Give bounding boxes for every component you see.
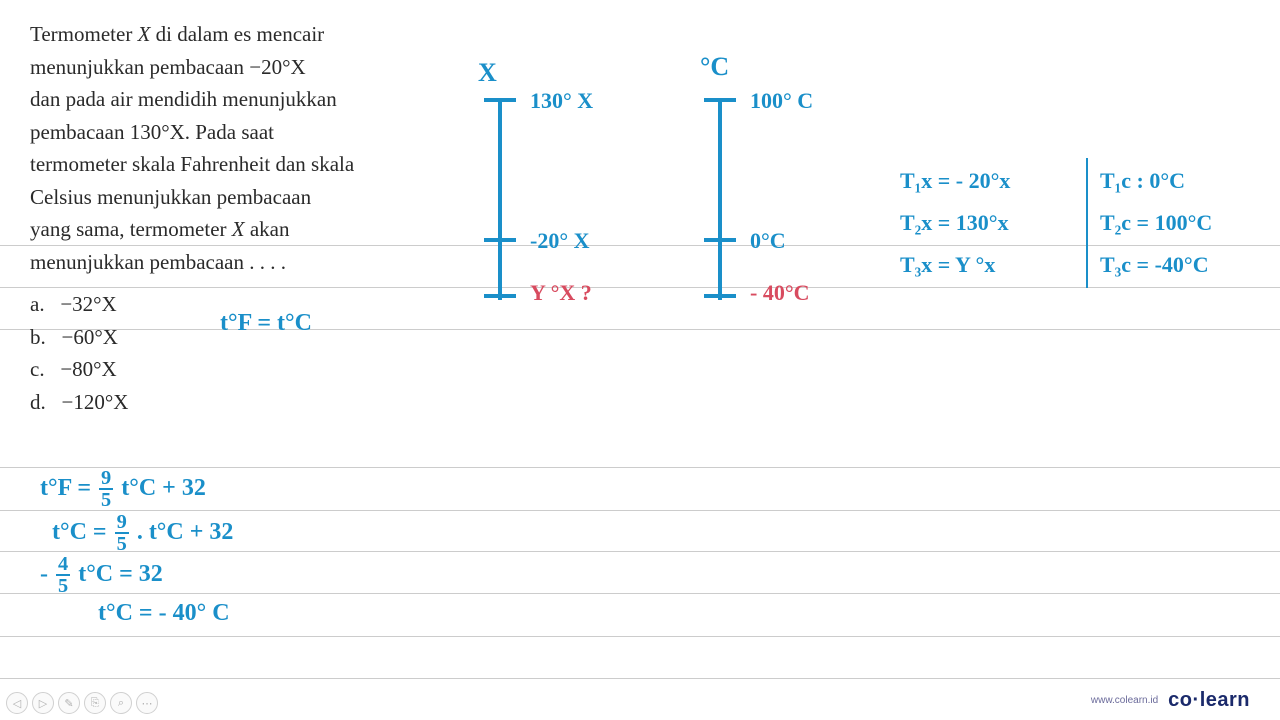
ruled-line [0,593,1280,594]
work-line-2: t°C = 95 . t°C + 32 [52,512,233,555]
given-c-column: T₁c : 0°C T₂c = 100°C T₃c = -40°C [1100,160,1212,286]
q-line1-it: X [138,22,151,46]
w1-pre: t°F = [40,475,97,501]
scale-c-header: °C [700,52,729,82]
w3-post: t°C = 32 [72,561,163,587]
q-line7-pre: yang sama, termometer [30,217,232,241]
scale-c-mid: 0°C [750,228,786,254]
toolbar-more-button[interactable]: ⋯ [136,692,158,714]
given-divider [1086,158,1088,288]
option-a: a. −32°X [30,288,128,321]
given-t3c: T₃c = -40°C [1100,244,1212,286]
scale-c-bar [696,90,744,310]
q-line7-it: X [232,217,245,241]
q-line8: menunjukkan pembacaan . . . . [30,250,286,274]
scale-x-header: X [478,58,497,88]
w2-post: . t°C + 32 [131,519,234,545]
search-icon: ⌕ [118,697,124,710]
q-line3: dan pada air mendidih menunjukkan [30,87,337,111]
ruled-line [0,636,1280,637]
option-d: d. −120°X [30,386,128,419]
pencil-icon: ✎ [64,697,73,710]
w1-frac: 95 [99,468,113,511]
q-line2: menunjukkan pembacaan −20°X [30,55,306,79]
chevron-right-icon: ▷ [39,697,47,710]
given-x-column: T₁x = - 20°x T₂x = 130°x T₃x = Y °x [900,160,1010,286]
option-c: c. −80°X [30,353,128,386]
w2-frac: 95 [115,512,129,555]
copy-icon: ⎘ [91,697,100,710]
footer-logo: co·learn [1168,689,1250,712]
work-line-4: t°C = - 40° C [98,600,230,627]
given-t1x: T₁x = - 20°x [900,160,1010,202]
q-line7-post: akan [245,217,290,241]
toolbar-zoom-button[interactable]: ⌕ [110,692,132,714]
q-line1-post: di dalam es mencair [150,22,324,46]
toolbar-copy-button[interactable]: ⎘ [84,692,106,714]
given-t2x: T₂x = 130°x [900,202,1010,244]
w3-pre: - [40,561,54,587]
scale-x-bar [476,90,524,310]
q-line5: termometer skala Fahrenheit dan skala [30,152,354,176]
work-line-1: t°F = 95 t°C + 32 [40,468,206,511]
footer: www.colearn.id co·learn [1091,689,1250,712]
given-t1c: T₁c : 0°C [1100,160,1212,202]
scale-x-bottom: Y °X ? [530,280,592,306]
logo-dot: · [1193,689,1200,711]
given-t2c: T₂c = 100°C [1100,202,1212,244]
q-line6: Celsius menunjukkan pembacaan [30,185,311,209]
toolbar-edit-button[interactable]: ✎ [58,692,80,714]
toolbar-prev-button[interactable]: ◁ [6,692,28,714]
w1-post: t°C + 32 [115,475,206,501]
logo-part-a: co [1168,689,1192,711]
q-line4: pembacaan 130°X. Pada saat [30,120,274,144]
question-text: Termometer X di dalam es mencair menunju… [30,18,410,278]
side-note-equality: t°F = t°C [220,310,312,337]
answer-options: a. −32°X b. −60°X c. −80°X d. −120°X [30,288,128,418]
scale-x-top: 130° X [530,88,593,114]
scale-x-mid: -20° X [530,228,590,254]
w2-pre: t°C = [52,519,113,545]
scale-c-top: 100° C [750,88,813,114]
ruled-line [0,329,1280,330]
footer-url: www.colearn.id [1091,695,1158,706]
option-b: b. −60°X [30,321,128,354]
ellipsis-icon: ⋯ [142,697,153,710]
scale-c-bottom: - 40°C [750,280,810,306]
q-line1-pre: Termometer [30,22,138,46]
ruled-line [0,287,1280,288]
chevron-left-icon: ◁ [13,697,21,710]
work-line-3: - 45 t°C = 32 [40,554,163,597]
toolbar-next-button[interactable]: ▷ [32,692,54,714]
logo-part-b: learn [1200,689,1250,711]
ruled-line [0,678,1280,679]
given-t3x: T₃x = Y °x [900,244,1010,286]
w3-frac: 45 [56,554,70,597]
toolbar: ◁ ▷ ✎ ⎘ ⌕ ⋯ [6,692,158,714]
